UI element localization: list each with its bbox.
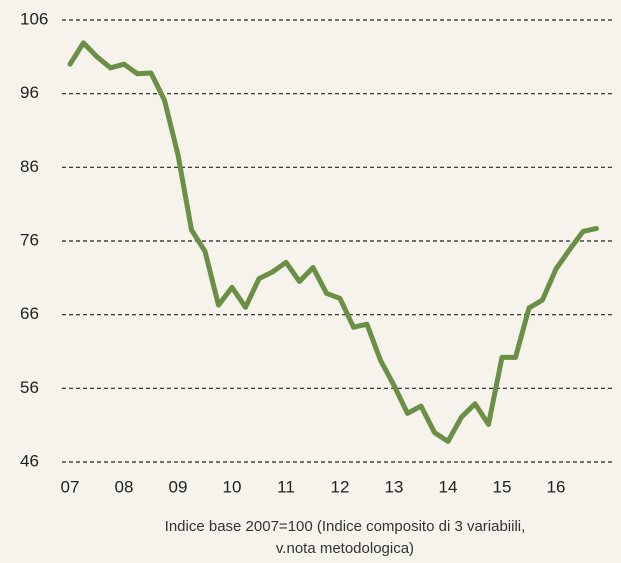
x-tick-label: 09 (169, 477, 188, 496)
x-tick-label: 08 (115, 477, 134, 496)
x-tick-label: 16 (547, 477, 566, 496)
x-tick-label: 07 (61, 477, 80, 496)
footnote: v.nota metodologica) (276, 540, 414, 557)
y-tick-label: 96 (20, 83, 39, 102)
data-line (67, 40, 599, 444)
x-tick-label: 10 (223, 477, 242, 496)
footnote: Indice base 2007=100 (Indice composito d… (165, 518, 526, 535)
x-tick-label: 13 (385, 477, 404, 496)
x-tick-label: 14 (439, 477, 458, 496)
x-tick-label: 12 (331, 477, 350, 496)
y-tick-label: 76 (20, 230, 39, 249)
y-tick-label: 86 (20, 157, 39, 176)
x-tick-label: 11 (277, 477, 295, 496)
y-tick-label: 56 (20, 378, 39, 397)
x-tick-label: 15 (493, 477, 512, 496)
y-tick-label: 66 (20, 304, 39, 323)
y-tick-label: 106 (20, 9, 48, 28)
y-tick-label: 46 (20, 451, 39, 470)
